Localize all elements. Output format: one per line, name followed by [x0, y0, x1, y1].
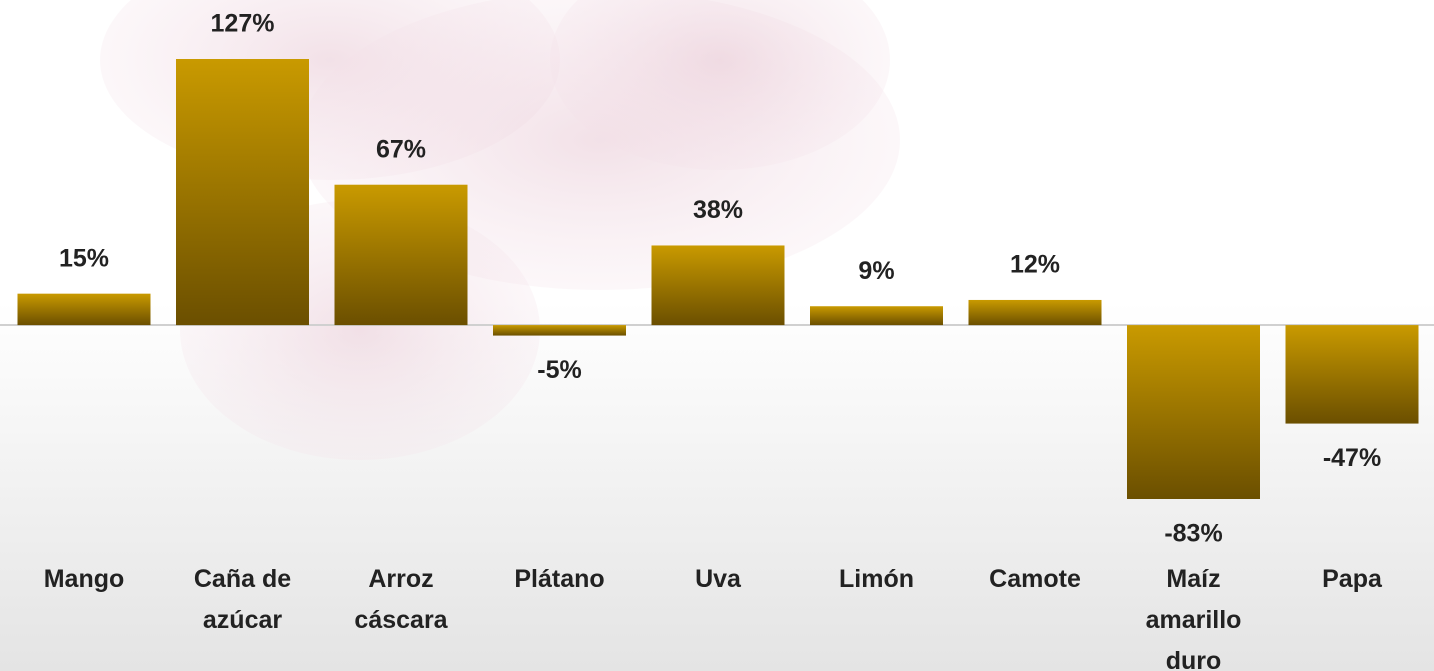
value-label: 12%: [1010, 251, 1060, 279]
x-tick-label: Plátano: [490, 559, 630, 600]
bar: [335, 185, 468, 325]
value-label: -47%: [1323, 444, 1381, 472]
bar: [969, 300, 1102, 325]
x-tick-label: Camote: [965, 559, 1105, 600]
bar: [493, 325, 626, 335]
value-label: -5%: [537, 356, 581, 384]
value-label: 9%: [858, 257, 894, 285]
x-tick-label: Mango: [14, 559, 154, 600]
x-tick-label: Caña de azúcar: [173, 559, 313, 641]
value-label: 38%: [693, 196, 743, 224]
value-label: 127%: [211, 10, 275, 38]
x-tick-label: Limón: [807, 559, 947, 600]
bar: [810, 306, 943, 325]
x-tick-label: Papa: [1282, 559, 1422, 600]
bar: [652, 245, 785, 325]
value-label: 15%: [59, 244, 109, 272]
bar: [1286, 325, 1419, 423]
x-tick-label: Arroz cáscara: [331, 559, 471, 641]
bar: [18, 294, 151, 325]
value-label: 67%: [376, 135, 426, 163]
x-tick-label: Uva: [648, 559, 788, 600]
chart: 15% 127% 67% -5% 38% 9% 12% -83% -47% Mango Caña …: [0, 0, 1434, 671]
bar: [176, 59, 309, 325]
bar: [1127, 325, 1260, 499]
x-tick-label: Maíz amarillo duro: [1124, 559, 1264, 671]
value-label: -83%: [1164, 520, 1222, 548]
